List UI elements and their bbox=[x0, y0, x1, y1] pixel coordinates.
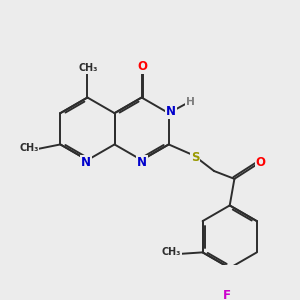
Text: CH₃: CH₃ bbox=[161, 248, 181, 257]
Text: CH₃: CH₃ bbox=[19, 143, 38, 153]
Text: O: O bbox=[256, 156, 266, 170]
Text: F: F bbox=[223, 289, 231, 300]
Text: S: S bbox=[191, 151, 200, 164]
Text: H: H bbox=[186, 97, 195, 106]
Text: O: O bbox=[138, 60, 148, 73]
Text: N: N bbox=[81, 156, 91, 169]
Text: N: N bbox=[166, 105, 176, 118]
Text: CH₃: CH₃ bbox=[79, 63, 98, 73]
Text: N: N bbox=[137, 156, 147, 169]
